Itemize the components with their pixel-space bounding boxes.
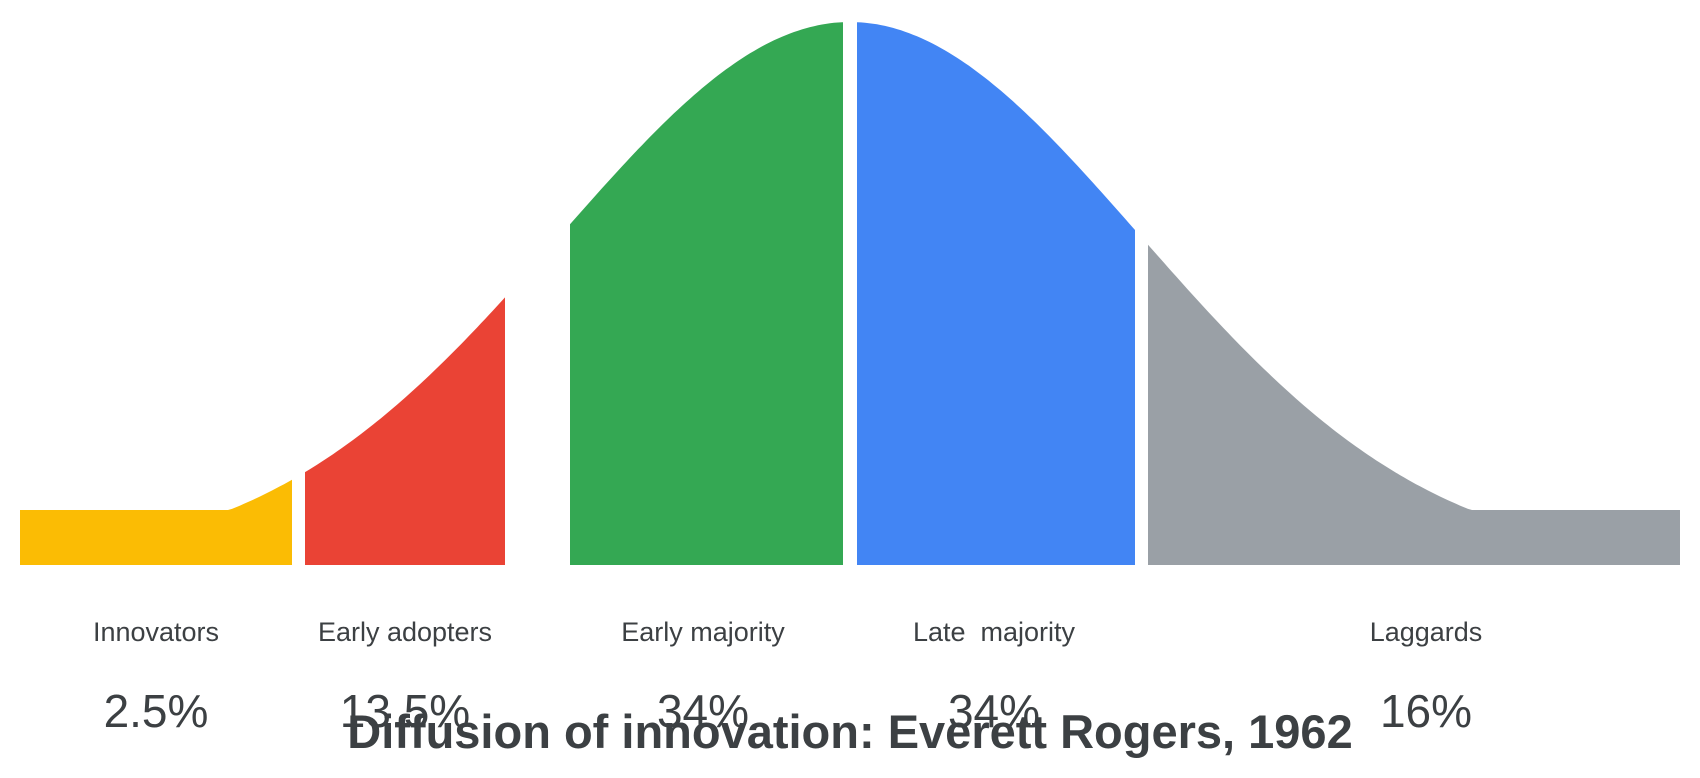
- segment-name: Innovators: [92, 617, 220, 647]
- segment-name: Laggards: [1369, 617, 1483, 647]
- segment-value: 34%: [656, 685, 750, 737]
- segment-name: Late majority: [912, 617, 1076, 647]
- bell-curve-chart: [20, 22, 1680, 565]
- label-laggards: Laggards 16%: [1370, 580, 1483, 756]
- segment-value: 16%: [1379, 685, 1473, 737]
- label-innovators: Innovators 2.5%: [93, 580, 219, 756]
- segment-name: Early majority: [621, 617, 785, 647]
- segment-early-adopters: [305, 297, 505, 565]
- segment-late-majority: [857, 22, 1135, 565]
- segment-innovators: [20, 479, 292, 565]
- label-late-majority: Late majority 34%: [913, 580, 1075, 756]
- segment-laggards: [1148, 244, 1680, 565]
- segment-early-majority: [570, 22, 843, 565]
- segment-value: 2.5%: [103, 685, 209, 737]
- segment-name: Early adopters: [317, 617, 493, 647]
- segment-value: 34%: [947, 685, 1041, 737]
- label-early-majority: Early majority 34%: [621, 580, 785, 756]
- chart-title: Diffusion of innovation: Everett Rogers,…: [347, 705, 1353, 758]
- label-early-adopters: Early adopters 13.5%: [318, 580, 492, 756]
- segment-value: 13.5%: [339, 685, 471, 737]
